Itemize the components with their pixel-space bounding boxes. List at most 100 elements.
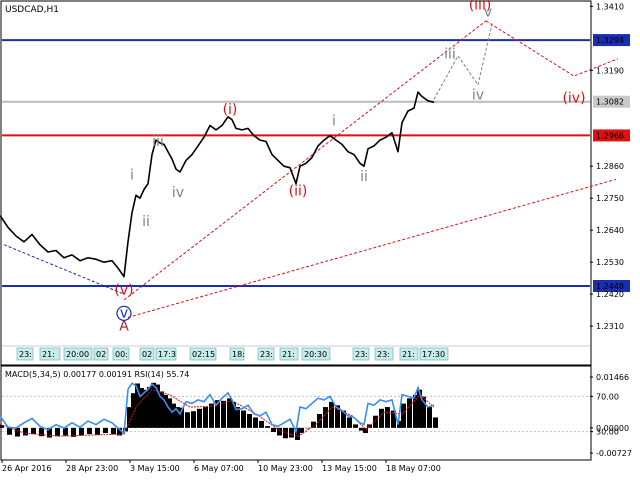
macd-bar xyxy=(185,412,190,428)
time-slot xyxy=(419,347,449,361)
macd-bar xyxy=(385,407,390,428)
time-slot xyxy=(93,347,109,361)
level-badge-label: 1.2966 xyxy=(596,131,624,140)
forecast-line xyxy=(485,20,619,77)
macd-bar xyxy=(143,389,148,428)
rsi-tick-label: 70.00 xyxy=(596,392,619,401)
macd-bar xyxy=(111,427,116,435)
macd-bar xyxy=(175,407,180,428)
macd-bar xyxy=(259,420,264,428)
time-tick-label: 6 May 07:00 xyxy=(194,464,244,473)
time-slot xyxy=(301,347,331,361)
macd-bar xyxy=(151,382,156,428)
macd-bar xyxy=(235,407,240,428)
indicator-axis: 0.01466 0.00000 -0.00727 70.00 30.00 xyxy=(590,373,632,458)
time-slot-strip: 23: 21: 20:00 02 00: 02 17:3 02:15 18: 23: 21: 20:3… xyxy=(2,345,590,361)
forecast-lines xyxy=(3,20,619,318)
macd-bar xyxy=(397,420,402,428)
macd-bar xyxy=(39,427,44,437)
wave-label: iv xyxy=(472,87,484,103)
macd-bar xyxy=(433,417,438,428)
wave-circle xyxy=(116,305,132,321)
macd-bar xyxy=(227,398,232,428)
time-slot xyxy=(16,347,34,361)
time-tick-label: 3 May 15:00 xyxy=(130,464,180,473)
time-tick-label: 18 May 07:00 xyxy=(386,464,441,473)
time-slot xyxy=(279,347,299,361)
time-slot-label: 23: xyxy=(260,350,273,359)
macd-bar xyxy=(203,407,208,428)
macd-bar xyxy=(299,427,304,434)
wave-label: iv xyxy=(172,185,184,201)
macd-bar xyxy=(265,426,270,428)
macd-bar xyxy=(209,403,214,428)
macd-bar xyxy=(295,427,300,440)
macd-bar xyxy=(247,414,252,428)
price-axis: 1.3410 1.3190 1.2860 1.2750 1.2640 1.2530 1.24… xyxy=(590,2,624,331)
time-slot-label: 02 xyxy=(96,350,106,359)
time-tick-label: 10 May 23:00 xyxy=(258,464,313,473)
level-badge-label: 1.2448 xyxy=(596,282,624,291)
time-axis: 26 Apr 2016 28 Apr 23:00 3 May 15:00 6 May … xyxy=(1,460,441,473)
wave-label: v xyxy=(484,5,492,21)
time-tick-label: 28 Apr 23:00 xyxy=(66,464,118,473)
macd-bar xyxy=(413,394,418,428)
time-slot xyxy=(63,347,93,361)
wave-label: iii xyxy=(152,134,164,150)
time-tick-label: 13 May 15:00 xyxy=(322,464,377,473)
symbol-label: USDCAD,H1 xyxy=(5,5,59,15)
price-tick-label: 1.2420 xyxy=(596,290,624,299)
wave-label: (v) xyxy=(114,283,133,299)
macd-bar xyxy=(253,417,258,428)
time-slot xyxy=(352,347,370,361)
time-slot-label: 18: xyxy=(232,350,245,359)
macd-tick-label: 0.01466 xyxy=(596,373,629,382)
macd-bar xyxy=(63,427,68,436)
macd-bar xyxy=(31,427,36,435)
macd-bar xyxy=(401,403,406,428)
price-tick-label: 1.3410 xyxy=(596,2,624,11)
macd-bar xyxy=(47,427,52,438)
macd-bar xyxy=(147,386,152,428)
wave-label: i xyxy=(130,167,134,183)
macd-bar xyxy=(117,427,122,436)
macd-bar xyxy=(221,400,226,428)
level-badge xyxy=(593,95,630,108)
wave-label: iii xyxy=(444,47,456,63)
time-slot-label: 02:15 xyxy=(192,350,215,359)
macd-bar xyxy=(391,410,396,428)
macd-bar xyxy=(427,407,432,428)
macd-bar xyxy=(215,400,220,428)
macd-bar xyxy=(363,427,368,434)
wave-label: (iii) xyxy=(469,0,492,13)
time-slot xyxy=(189,347,217,361)
macd-bar xyxy=(421,396,426,428)
level-badge-label: 1.3082 xyxy=(596,98,624,107)
time-slot-label: 21: xyxy=(402,350,415,359)
indicator-label: MACD(5,34,5) 0.00177 0.00191 RSI(14) 55.… xyxy=(5,370,189,379)
wave-circle-label: v xyxy=(120,305,128,321)
macd-bar xyxy=(311,421,316,428)
macd-bar xyxy=(163,394,168,428)
time-slot xyxy=(374,347,394,361)
wave-label: (ii) xyxy=(289,183,308,199)
indicator-pane[interactable] xyxy=(0,365,592,461)
macd-bar xyxy=(271,427,276,433)
macd-bar xyxy=(373,415,378,428)
macd-bar xyxy=(329,401,334,428)
time-slot xyxy=(257,347,275,361)
macd-bar xyxy=(407,398,412,428)
time-slot-label: 23: xyxy=(19,350,32,359)
macd-bar xyxy=(353,424,358,428)
macd-bar xyxy=(241,410,246,428)
price-tick-label: 1.2310 xyxy=(596,322,624,331)
level-badge xyxy=(593,129,630,142)
time-slot-label: 23: xyxy=(377,350,390,359)
macd-tick-label: 0.00000 xyxy=(596,424,629,433)
macd-bar xyxy=(79,427,84,436)
time-slot xyxy=(229,347,245,361)
wave-label: A xyxy=(119,318,129,334)
price-tick-label: 1.2530 xyxy=(596,258,624,267)
macd-bar xyxy=(159,391,164,428)
